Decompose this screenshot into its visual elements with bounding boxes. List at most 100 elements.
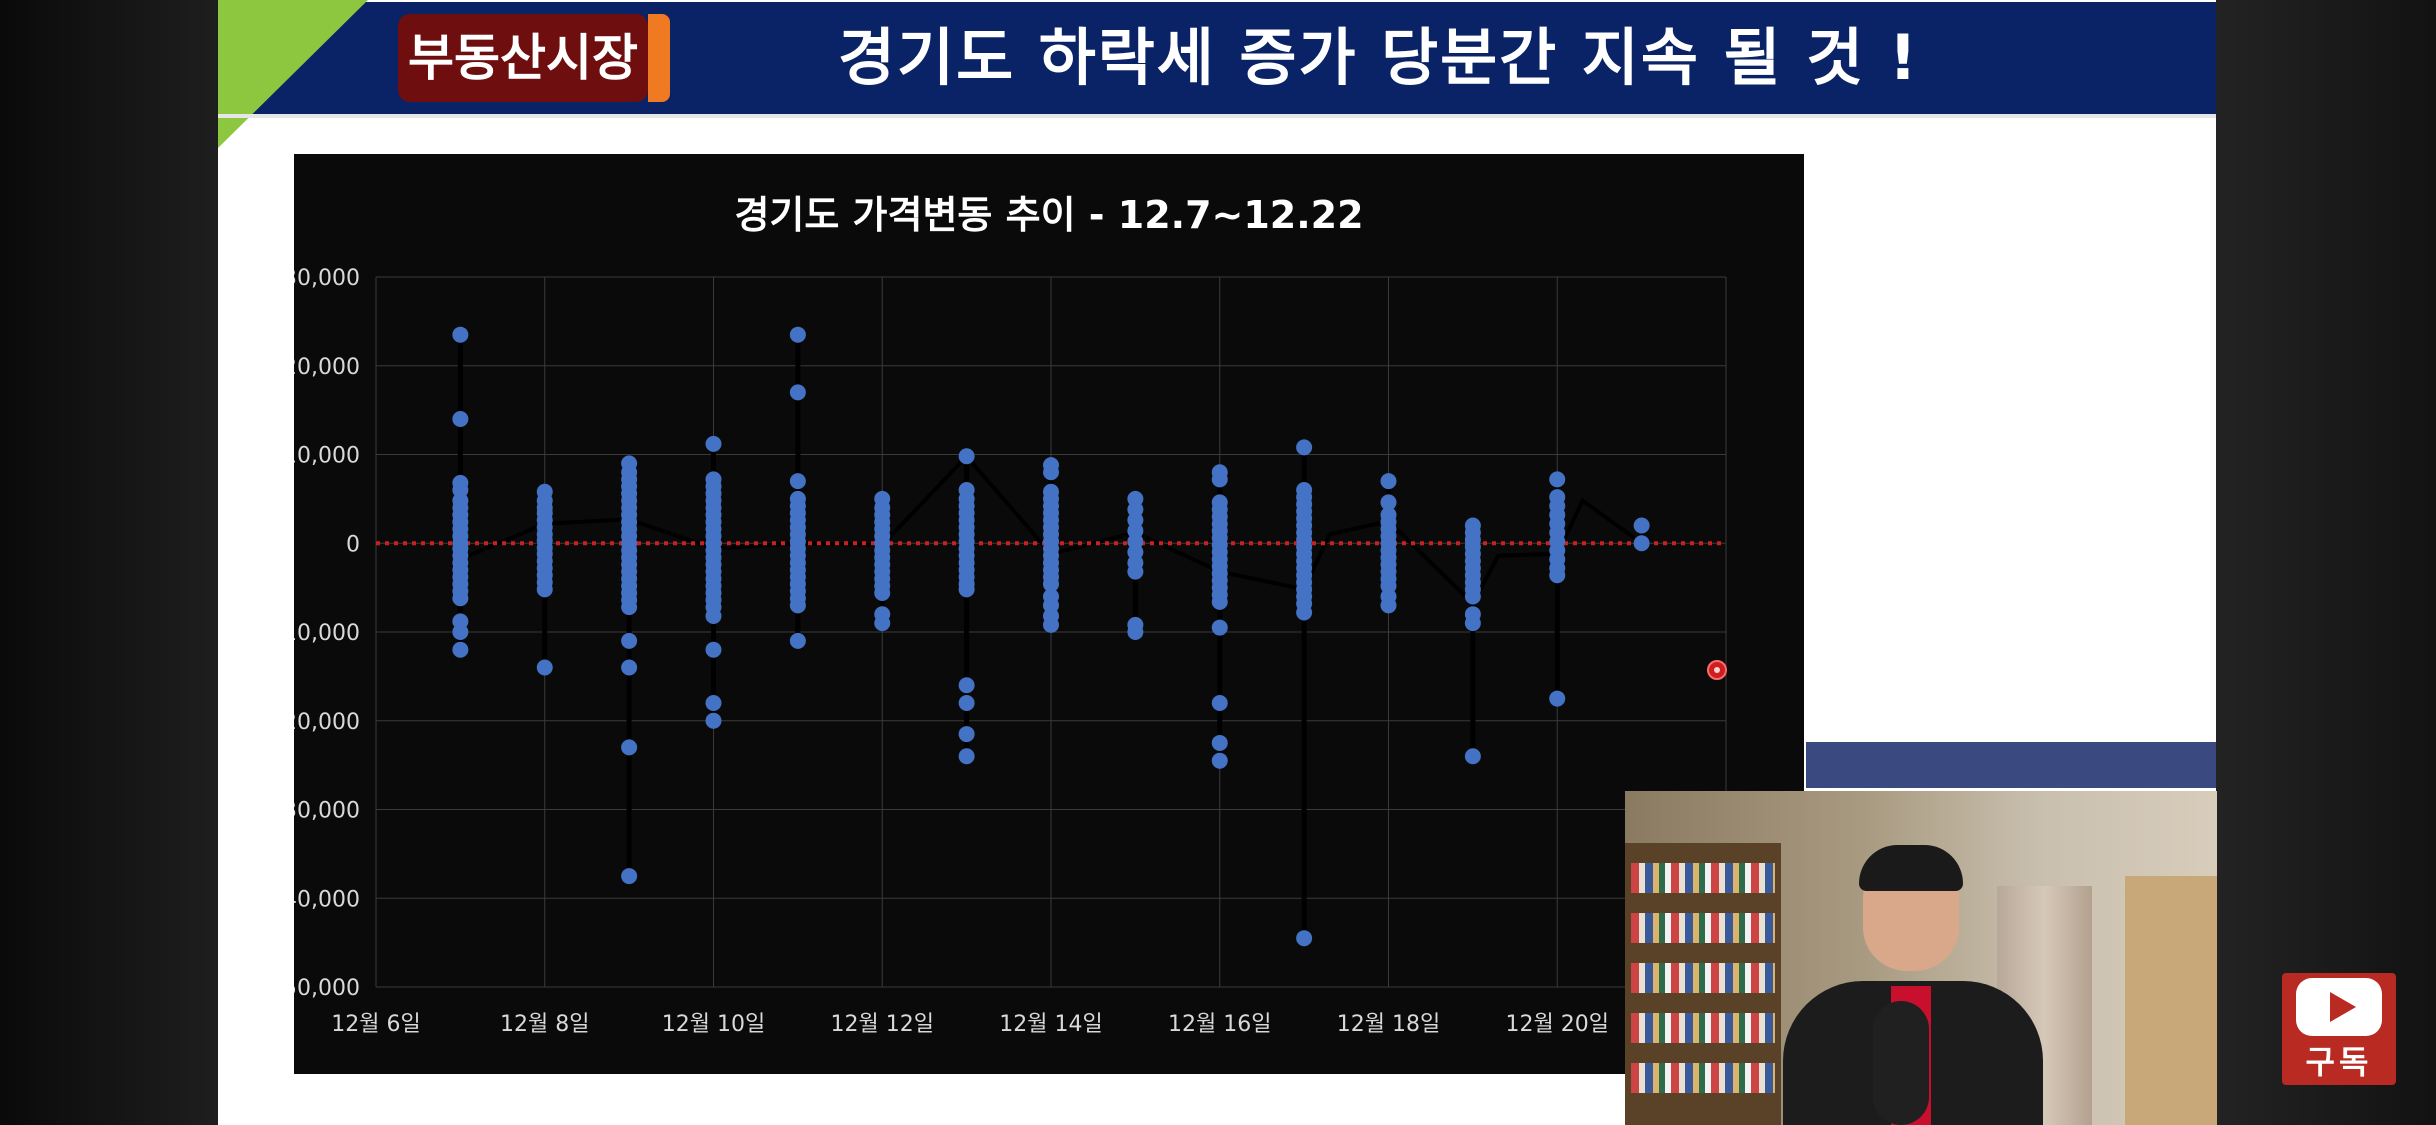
bookshelf-row — [1631, 1063, 1775, 1093]
slide-headline: 경기도 하락세 증가 당분간 지속 될 것 ! — [838, 21, 1919, 94]
data-point — [1127, 563, 1144, 580]
data-point — [452, 641, 469, 658]
data-point — [1464, 588, 1481, 605]
subscribe-label[interactable]: 구독 — [2305, 1043, 2373, 1081]
data-point — [874, 615, 891, 632]
trend-connector — [459, 453, 1643, 607]
letterbox-left — [0, 0, 218, 1125]
x-tick-label: 12월 14일 — [999, 1012, 1102, 1037]
bookshelf-row — [1631, 1013, 1775, 1043]
data-point — [705, 435, 722, 452]
y-tick-label: -30,000 — [294, 799, 360, 824]
data-point — [958, 448, 975, 465]
letterbox-right — [2216, 0, 2436, 1125]
wooden-door — [2125, 876, 2217, 1125]
data-point — [1549, 690, 1566, 707]
x-tick-label: 12월 8일 — [500, 1012, 589, 1037]
x-tick-label: 12월 6일 — [331, 1012, 420, 1037]
data-point — [621, 599, 638, 616]
data-point — [958, 695, 975, 711]
bookshelf — [1625, 843, 1781, 1125]
data-point — [1127, 624, 1144, 640]
chart-panel: 경기도 가격변동 추이 - 12.7~12.22 30,000 20,000 10,… — [294, 154, 1804, 1074]
presenter-hair — [1859, 845, 1963, 891]
x-tick-label: 12월 16일 — [1168, 1012, 1271, 1037]
category-tag: 부동산시장 — [398, 14, 648, 102]
data-point — [1211, 695, 1228, 711]
chart-axes: 30,000 20,000 10,000 0 -10,000 -20,000 -30,000… — [294, 266, 1609, 1037]
data-point — [621, 739, 638, 756]
bookshelf-row — [1631, 963, 1775, 993]
y-tick-label: 10,000 — [294, 444, 360, 469]
slide-accent-band — [1806, 742, 2216, 788]
data-point — [705, 695, 722, 711]
data-point — [1464, 615, 1481, 632]
header-green-accent — [218, 0, 368, 148]
microphone — [1873, 1001, 1929, 1125]
data-point — [958, 726, 975, 743]
chart-title: 경기도 가격변동 추이 - 12.7~12.22 — [734, 193, 1363, 237]
data-point — [958, 581, 975, 598]
data-point — [1380, 473, 1397, 490]
data-point — [1549, 471, 1566, 488]
price-change-scatter-chart: 경기도 가격변동 추이 - 12.7~12.22 30,000 20,000 10,… — [294, 193, 1727, 1037]
y-tick-label: -10,000 — [294, 621, 360, 646]
bookshelf-row — [1631, 863, 1775, 893]
data-point — [958, 677, 975, 694]
data-point — [705, 712, 722, 729]
data-point — [1296, 930, 1313, 947]
data-point — [452, 326, 469, 343]
data-point — [1380, 597, 1397, 614]
data-point — [1043, 464, 1059, 481]
y-tick-label: 20,000 — [294, 355, 360, 380]
data-point — [621, 868, 638, 885]
presenter-webcam — [1625, 791, 2217, 1125]
data-point — [1211, 752, 1228, 769]
data-point — [1211, 734, 1228, 751]
category-tag-accent — [648, 14, 670, 102]
data-point — [705, 608, 722, 625]
data-point — [621, 632, 638, 649]
y-tick-label: 30,000 — [294, 266, 360, 291]
presenter — [1753, 845, 2053, 1125]
data-point — [789, 384, 806, 401]
data-point — [536, 581, 553, 598]
header-divider — [218, 114, 2216, 118]
play-icon — [2330, 992, 2356, 1022]
y-tick-label: -50,000 — [294, 976, 360, 1001]
data-point — [1380, 494, 1397, 511]
data-point — [1211, 619, 1228, 636]
data-point — [1211, 593, 1228, 610]
data-point — [958, 748, 975, 765]
data-point — [789, 632, 806, 649]
y-tick-label: -40,000 — [294, 887, 360, 912]
data-point — [1549, 567, 1566, 584]
data-point — [452, 590, 469, 607]
data-point — [1043, 576, 1059, 593]
data-point — [452, 624, 469, 640]
data-point — [452, 411, 469, 427]
data-point — [874, 584, 891, 601]
presentation-slide: 부동산시장 경기도 하락세 증가 당분간 지속 될 것 ! 경기도 가격변동 추… — [218, 0, 2216, 1125]
data-point — [1211, 471, 1228, 488]
x-tick-label: 12월 10일 — [662, 1012, 765, 1037]
data-point — [621, 659, 638, 676]
x-tick-label: 12월 12일 — [831, 1012, 934, 1037]
data-point — [789, 326, 806, 343]
data-point — [1043, 616, 1059, 633]
y-tick-label: 0 — [346, 532, 360, 557]
x-tick-label: 12월 20일 — [1506, 1012, 1609, 1037]
data-point — [789, 473, 806, 490]
x-tick-label: 12월 18일 — [1337, 1012, 1440, 1037]
data-point — [1633, 535, 1650, 552]
data-point — [1296, 604, 1313, 621]
y-tick-label: -20,000 — [294, 710, 360, 735]
data-point — [705, 641, 722, 658]
data-point — [1464, 748, 1481, 765]
data-point — [1633, 517, 1650, 534]
bookshelf-row — [1631, 913, 1775, 943]
data-point — [536, 659, 553, 676]
chart-points — [452, 326, 1650, 947]
data-point — [789, 597, 806, 614]
cursor-indicator-center — [1714, 667, 1720, 673]
